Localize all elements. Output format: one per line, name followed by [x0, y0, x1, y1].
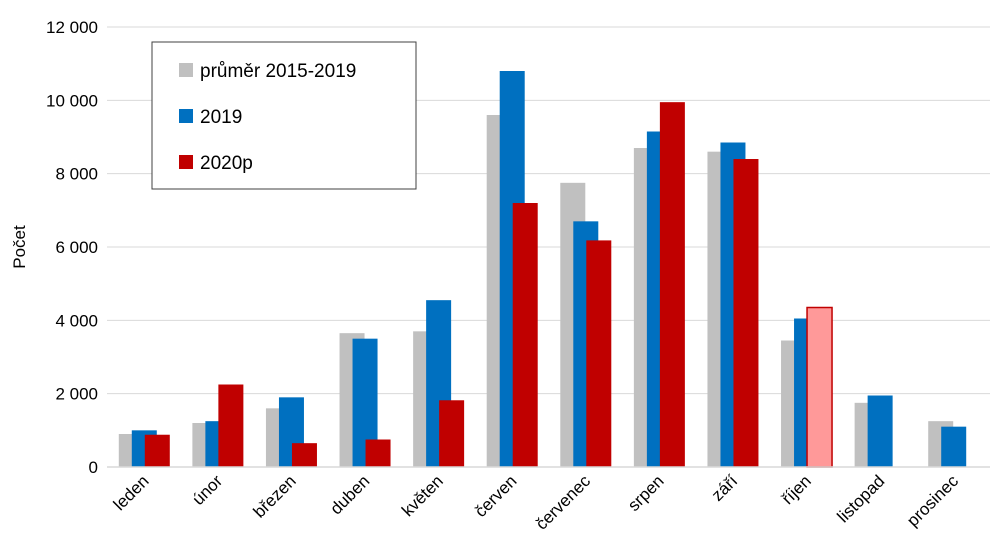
x-tick-label: prosinec: [903, 471, 962, 530]
y-tick-label: 6 000: [55, 238, 98, 257]
y-tick-label: 0: [89, 458, 98, 477]
y-tick-label: 12 000: [46, 18, 98, 37]
bar-říjen-2020p: [806, 306, 833, 468]
legend-label: 2019: [200, 107, 242, 128]
x-tick-label: srpen: [624, 471, 668, 515]
bar-srpen-2020p: [659, 102, 685, 468]
x-tick-label: březen: [250, 471, 300, 521]
y-axis-title: Počet: [10, 225, 29, 269]
bar-březen-2020p: [291, 443, 317, 467]
y-tick-label: 4 000: [55, 311, 98, 330]
x-tick-label: květen: [398, 471, 447, 520]
x-tick-label: únor: [189, 471, 227, 509]
legend-swatch: [179, 63, 193, 77]
y-tick-label: 10 000: [46, 91, 98, 110]
x-tick-label: duben: [327, 471, 374, 518]
y-tick-label: 8 000: [55, 165, 98, 184]
x-tick-label: říjen: [778, 471, 815, 508]
y-axis-ticks: 0 2 000 4 000 6 000 8 000 10 000 12 000: [46, 18, 98, 477]
legend-swatch: [179, 109, 193, 123]
bar-duben-2020p: [365, 439, 391, 467]
x-axis-ticks: leden únor březen duben květen červen červenec…: [110, 471, 963, 534]
bar-květen-2020p: [439, 400, 465, 467]
bar-listopad-2019: [867, 395, 893, 467]
bar-září-2020p: [733, 159, 759, 467]
x-tick-label: leden: [110, 471, 153, 514]
legend-box: [151, 41, 417, 190]
x-tick-label: září: [708, 471, 742, 505]
legend: průměr 2015-2019 2019 2020p: [151, 41, 417, 190]
bar-leden-2020p: [144, 434, 170, 467]
legend-swatch: [179, 155, 193, 169]
x-tick-label: červen: [471, 471, 521, 521]
bar-červen-2020p: [512, 203, 538, 467]
bar-únor-2020p: [218, 384, 244, 467]
legend-label: průměr 2015-2019: [200, 61, 356, 82]
bar-prosinec-2019: [941, 426, 967, 467]
bar-červenec-2020p: [586, 240, 612, 467]
x-tick-label: listopad: [834, 471, 889, 526]
legend-label: 2020p: [200, 153, 253, 174]
x-tick-label: červenec: [532, 471, 595, 534]
y-tick-label: 2 000: [55, 385, 98, 404]
bars: [118, 71, 967, 468]
